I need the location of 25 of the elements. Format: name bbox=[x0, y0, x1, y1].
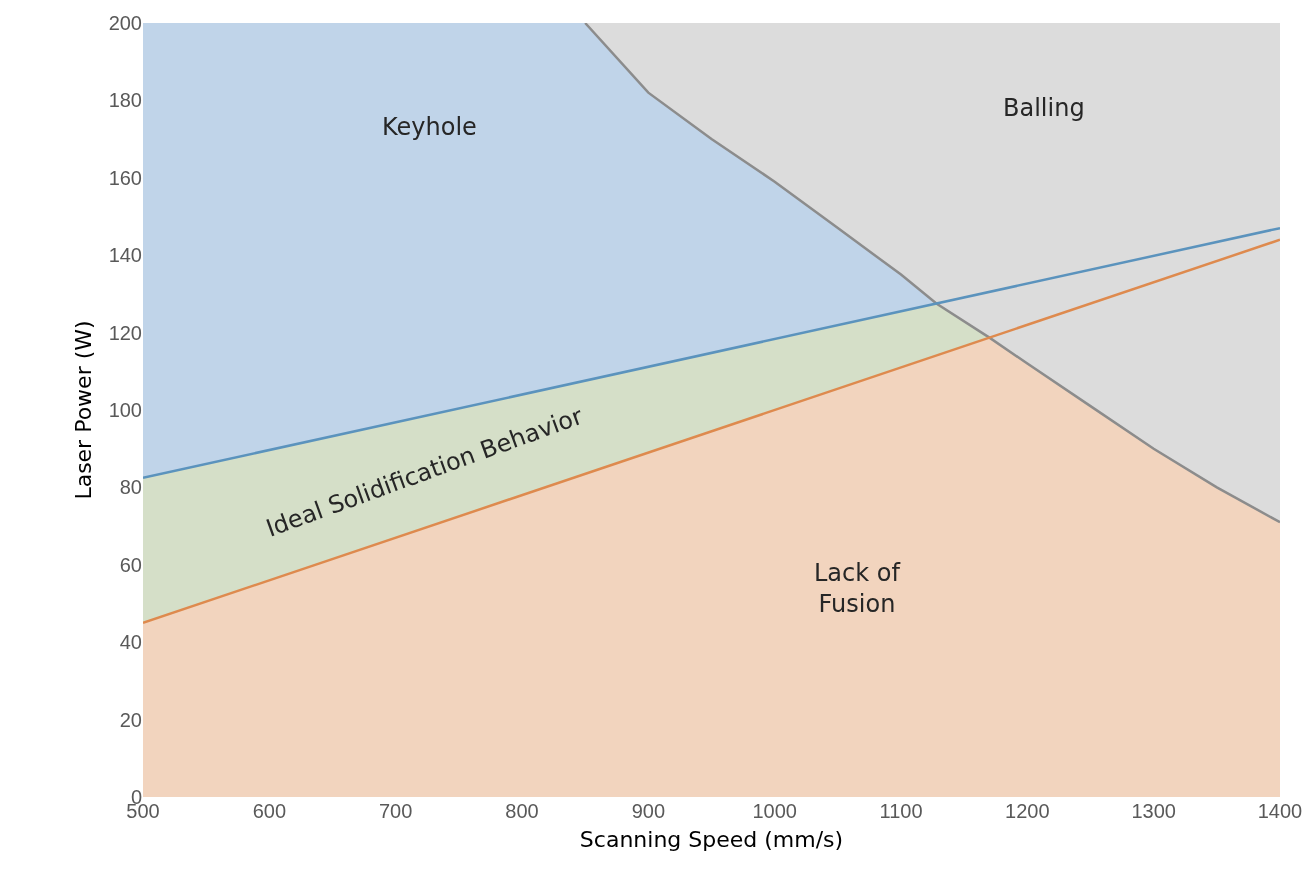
y-tick-label: 160 bbox=[108, 166, 142, 189]
x-tick-label: 1300 bbox=[1131, 800, 1176, 822]
annotation: Lack of Fusion bbox=[814, 559, 901, 619]
x-axis-title: Scanning Speed (mm/s) bbox=[579, 826, 844, 852]
x-tick-label: 1200 bbox=[1005, 800, 1050, 822]
x-tick-label: 700 bbox=[378, 800, 413, 822]
y-tick-label: 100 bbox=[108, 399, 142, 421]
x-tick-label: 800 bbox=[505, 800, 539, 822]
y-tick-label: 180 bbox=[108, 89, 142, 112]
y-tick-label: 80 bbox=[119, 476, 142, 499]
x-tick-label: 1100 bbox=[879, 800, 923, 822]
x-tick-label: 1400 bbox=[1257, 800, 1303, 822]
y-tick-label: 200 bbox=[108, 12, 142, 34]
x-tick-label: 900 bbox=[631, 800, 666, 822]
x-tick-label: 1000 bbox=[752, 800, 797, 822]
y-axis-title: Laser Power (W) bbox=[71, 320, 97, 500]
x-tick-label: 600 bbox=[252, 800, 287, 822]
y-tick-label: 20 bbox=[119, 708, 142, 731]
y-tick-label: 60 bbox=[119, 553, 142, 576]
y-tick-label: 40 bbox=[119, 631, 142, 654]
y-tick-label: 120 bbox=[108, 321, 142, 344]
line-series bbox=[583, 23, 1280, 524]
annotation: Balling bbox=[1003, 94, 1085, 122]
y-tick-label: 140 bbox=[108, 244, 142, 267]
annotation: Keyhole bbox=[382, 113, 477, 141]
